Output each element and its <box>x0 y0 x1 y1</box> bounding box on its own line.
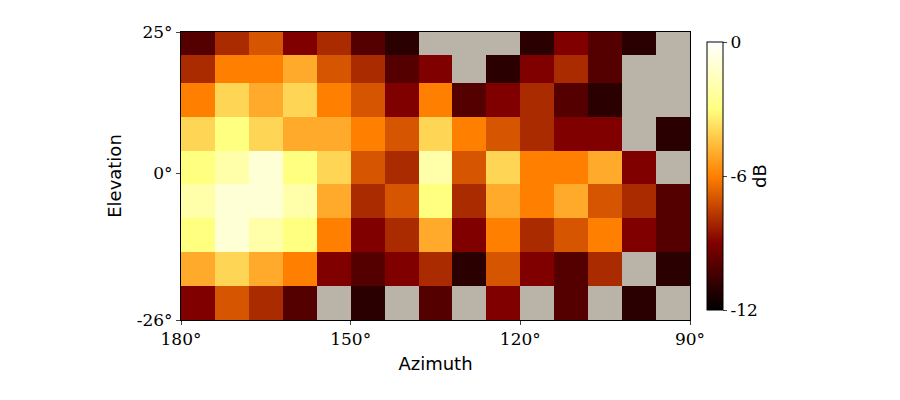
svg-text:0: 0 <box>730 32 741 52</box>
svg-text:90°: 90° <box>675 329 705 349</box>
svg-text:-6: -6 <box>730 166 747 186</box>
svg-text:dB: dB <box>749 164 770 188</box>
svg-text:150°: 150° <box>330 329 371 349</box>
svg-text:25°: 25° <box>142 22 172 42</box>
svg-text:-26°: -26° <box>137 310 173 330</box>
svg-text:0°: 0° <box>153 163 172 183</box>
svg-text:120°: 120° <box>500 329 541 349</box>
svg-text:-12: -12 <box>730 300 757 320</box>
svg-text:Elevation: Elevation <box>104 134 125 218</box>
svg-text:180°: 180° <box>161 329 202 349</box>
svg-text:Azimuth: Azimuth <box>398 353 472 374</box>
